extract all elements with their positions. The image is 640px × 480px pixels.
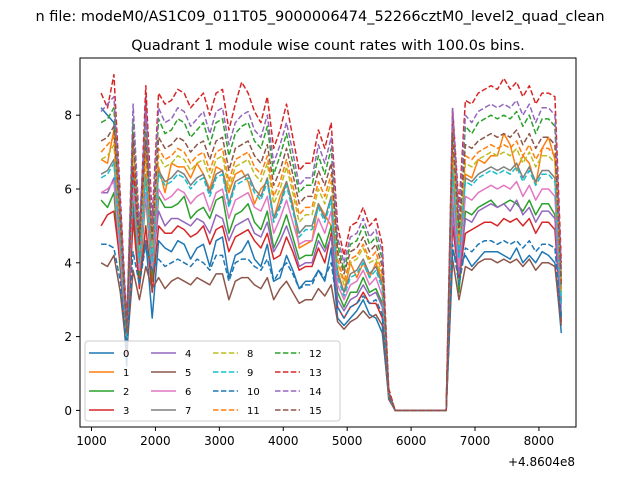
legend-label-13: 13 bbox=[309, 368, 322, 379]
series-line-15 bbox=[100, 125, 563, 412]
series-layer bbox=[100, 73, 563, 412]
x-tick-label: 2000 bbox=[140, 434, 171, 448]
legend-label-4: 4 bbox=[185, 349, 191, 360]
series-line-5 bbox=[100, 254, 563, 412]
x-tick-label: 3000 bbox=[204, 434, 235, 448]
legend-label-3: 3 bbox=[123, 406, 129, 417]
y-tick-label: 4 bbox=[64, 256, 72, 270]
series-line-9 bbox=[100, 162, 563, 412]
legend-label-2: 2 bbox=[123, 387, 129, 398]
series-line-6 bbox=[100, 180, 563, 412]
legend-label-15: 15 bbox=[309, 406, 322, 417]
chart-title: Quadrant 1 module wise count rates with … bbox=[131, 38, 525, 54]
x-axis: 1000 2000 3000 4000 5000 6000 7000 8000 bbox=[76, 427, 554, 448]
figure-suptitle: n file: modeM0/AS1C09_011T05_9000006474_… bbox=[35, 9, 604, 25]
y-tick-label: 0 bbox=[64, 404, 72, 418]
legend-label-10: 10 bbox=[247, 387, 260, 398]
legend-label-6: 6 bbox=[185, 387, 191, 398]
legend-label-8: 8 bbox=[247, 349, 253, 360]
legend-frame bbox=[84, 340, 341, 422]
x-offset-label: +4.8604e8 bbox=[508, 455, 575, 469]
series-line-7 bbox=[100, 158, 563, 412]
legend-label-0: 0 bbox=[123, 349, 129, 360]
legend-label-14: 14 bbox=[309, 387, 322, 398]
y-axis: 0 2 4 6 8 bbox=[64, 109, 80, 418]
series-line-11 bbox=[100, 136, 563, 412]
x-tick-label: 6000 bbox=[396, 434, 427, 448]
x-tick-label: 1000 bbox=[76, 434, 107, 448]
series-line-2 bbox=[100, 191, 563, 412]
legend-label-9: 9 bbox=[247, 368, 253, 379]
x-tick-label: 4000 bbox=[268, 434, 299, 448]
legend-label-7: 7 bbox=[185, 406, 191, 417]
y-tick-label: 2 bbox=[64, 330, 72, 344]
legend-label-11: 11 bbox=[247, 406, 260, 417]
series-line-3 bbox=[100, 210, 563, 412]
x-tick-label: 5000 bbox=[332, 434, 363, 448]
legend-label-1: 1 bbox=[123, 368, 129, 379]
x-tick-label: 7000 bbox=[460, 434, 491, 448]
legend-label-5: 5 bbox=[185, 368, 191, 379]
y-tick-label: 8 bbox=[64, 109, 72, 123]
series-line-13 bbox=[100, 73, 563, 412]
series-line-14 bbox=[100, 95, 563, 412]
series-line-10 bbox=[101, 239, 563, 412]
y-tick-label: 6 bbox=[64, 182, 72, 196]
legend-label-12: 12 bbox=[309, 349, 322, 360]
series-line-0 bbox=[100, 107, 563, 412]
series-line-4 bbox=[101, 95, 563, 412]
x-tick-label: 8000 bbox=[524, 434, 555, 448]
